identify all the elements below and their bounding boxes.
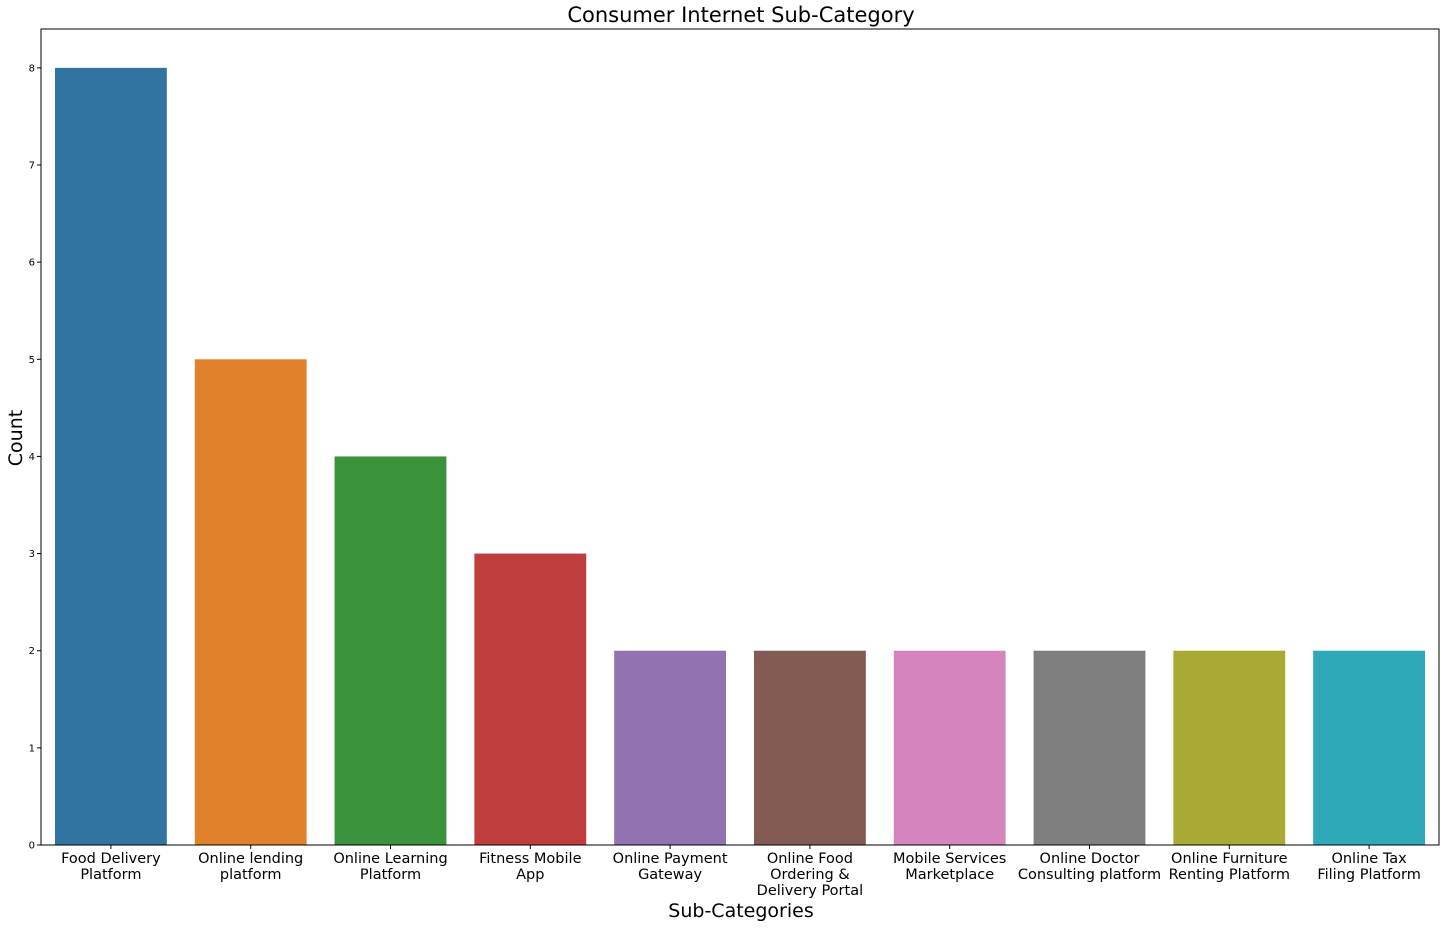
- chart-title: Consumer Internet Sub-Category: [567, 3, 914, 27]
- y-axis-ticks: 0 1 2 3 4 5 6 7 8: [29, 63, 41, 852]
- bar: [1173, 650, 1286, 845]
- y-axis-label: Count: [5, 410, 27, 466]
- bar: [893, 650, 1006, 845]
- x-tick-label: Mobile Services Marketplace: [893, 851, 1006, 883]
- bar: [334, 456, 447, 845]
- x-axis-label: Sub-Categories: [668, 900, 813, 922]
- x-tick-label: Online Tax Filing Platform: [1317, 851, 1421, 883]
- x-tick-label: Online Payment Gateway: [613, 851, 728, 883]
- x-tick-label: Online Food Ordering & Delivery Portal: [757, 851, 863, 899]
- x-tick-label: Fitness Mobile App: [479, 851, 581, 883]
- bars-group: [54, 67, 1426, 846]
- y-tick-label: 5: [29, 355, 35, 366]
- y-tick-label: 7: [29, 161, 35, 172]
- y-tick-label: 8: [29, 63, 35, 74]
- x-tick-label: Online Furniture Renting Platform: [1169, 851, 1290, 883]
- x-tick-label: Online lending platform: [198, 851, 303, 883]
- y-tick-label: 0: [29, 841, 35, 852]
- bar: [1033, 650, 1146, 845]
- bar: [54, 67, 167, 846]
- bar: [474, 553, 587, 845]
- y-tick-label: 6: [29, 258, 35, 269]
- bar: [753, 650, 866, 845]
- bar: [1313, 650, 1426, 845]
- y-tick-label: 4: [29, 452, 35, 463]
- x-axis-ticks: Food Delivery Platform Online lending platf…: [61, 845, 1421, 899]
- y-tick-label: 1: [29, 743, 35, 754]
- x-tick-label: Online Learning Platform: [333, 851, 447, 883]
- bar: [614, 650, 727, 845]
- plot-area-frame: [40, 28, 1440, 846]
- y-tick-label: 2: [29, 646, 35, 657]
- x-tick-label: Food Delivery Platform: [61, 851, 161, 883]
- x-tick-label: Online Doctor Consulting platform: [1018, 851, 1161, 883]
- bar: [194, 359, 307, 845]
- y-tick-label: 3: [29, 549, 35, 560]
